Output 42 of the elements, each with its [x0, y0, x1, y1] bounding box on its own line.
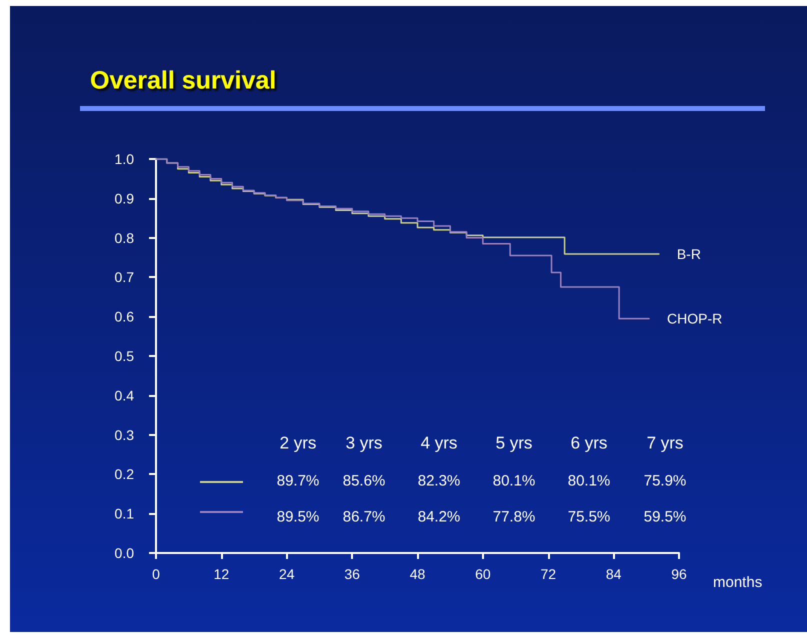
annotation: 85.6%	[342, 472, 386, 490]
y-tick-label: 1.0	[114, 151, 134, 167]
annotation: 80.1%	[568, 472, 610, 490]
x-tick-label: 60	[475, 566, 491, 582]
x-tick-label: 36	[344, 566, 360, 582]
annotation: 59.5%	[644, 508, 686, 526]
y-tick-label: 0.3	[114, 426, 134, 443]
y-tick-label: 0.7	[114, 269, 134, 286]
y-tick-label: 0.8	[114, 230, 134, 246]
y-tick-label: 0.5	[114, 348, 134, 364]
annotation: 75.9%	[644, 472, 686, 490]
annotation: 4 yrs	[420, 434, 458, 452]
x-tick-label: 96	[671, 566, 687, 582]
series-label: B-R	[676, 246, 701, 262]
x-axis-title: months	[713, 574, 762, 591]
annotation: 89.5%	[276, 508, 320, 526]
annotation: 3 yrs	[346, 434, 382, 452]
annotation: 6 yrs	[570, 434, 608, 452]
annotation: 89.7%	[276, 472, 320, 490]
x-tick-label: 0	[152, 566, 160, 582]
y-tick-label: 0.6	[114, 308, 134, 325]
y-tick-label: 0.1	[114, 506, 134, 522]
y-tick-label: 0.0	[114, 545, 134, 561]
annotation: 86.7%	[342, 508, 386, 526]
annotation: 82.3%	[418, 472, 460, 490]
annotation: 75.5%	[568, 508, 610, 526]
annotation: 84.2%	[418, 508, 460, 526]
y-tick-label: 0.9	[114, 190, 134, 206]
x-tick-label: 48	[410, 566, 426, 582]
x-tick-label: 12	[214, 566, 230, 582]
annotation: 5 yrs	[496, 434, 532, 452]
x-tick-label: 24	[278, 566, 295, 582]
x-tick-label: 72	[540, 566, 556, 582]
annotation: 80.1%	[492, 472, 536, 490]
y-tick-label: 0.4	[114, 387, 134, 404]
y-tick-label: 0.2	[114, 466, 134, 482]
series-label: CHOP-R	[667, 310, 722, 327]
annotation: 2 yrs	[280, 434, 316, 452]
annotation: 7 yrs	[646, 434, 684, 452]
x-tick-label: 84	[606, 566, 622, 582]
annotation: 77.8%	[492, 508, 536, 526]
chart-title: Overall survival	[90, 66, 276, 94]
